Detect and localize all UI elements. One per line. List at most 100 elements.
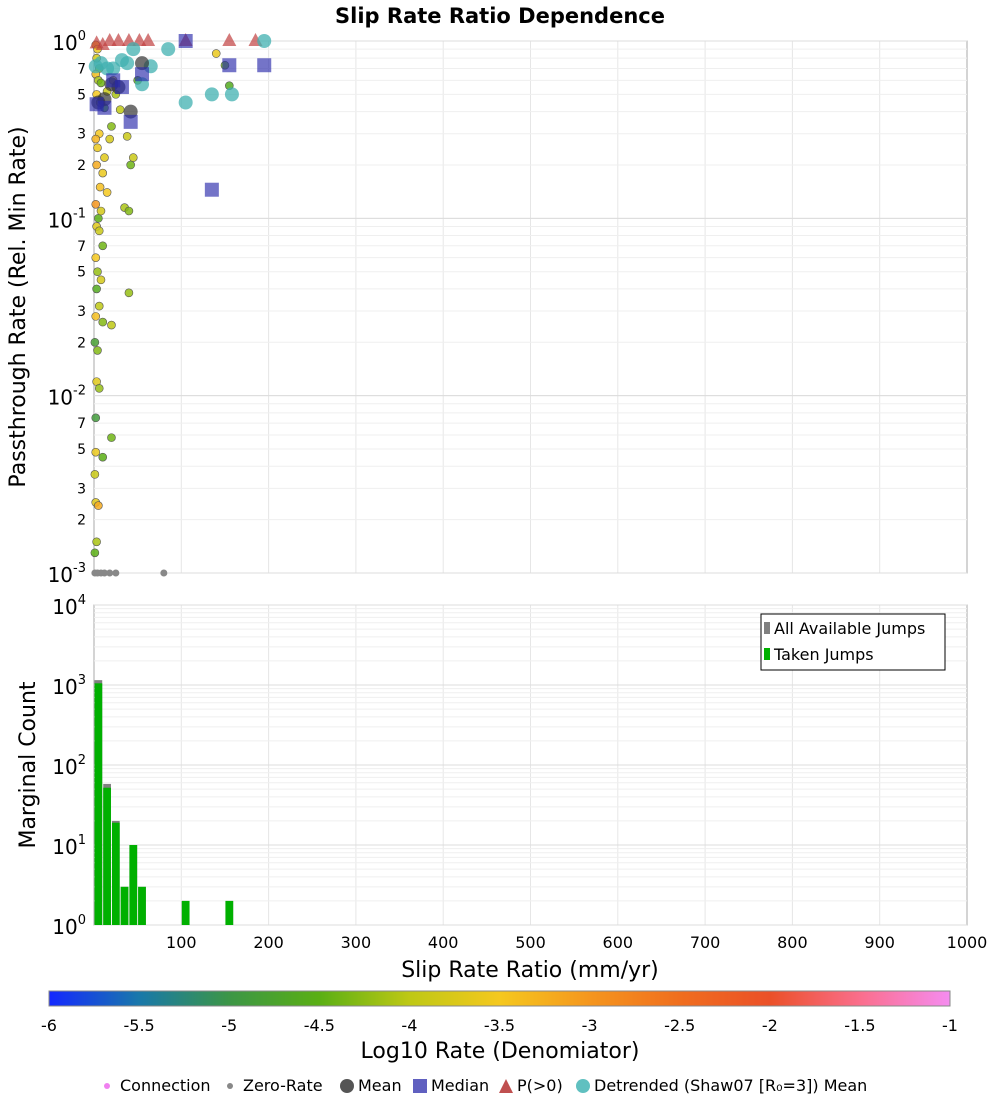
connection-point bbox=[90, 548, 100, 558]
median-marker bbox=[114, 80, 129, 95]
median-marker bbox=[135, 67, 150, 82]
y-tick-label: 5 bbox=[77, 87, 86, 103]
connection-point bbox=[102, 188, 112, 197]
x-axis-label: Slip Rate Ratio (mm/yr) bbox=[401, 958, 659, 983]
y-tick-label: 3 bbox=[77, 127, 86, 143]
connection-point bbox=[98, 241, 108, 251]
detrended-mean-marker bbox=[161, 42, 176, 57]
p-gt-0-legend-icon bbox=[499, 1079, 513, 1093]
hist-bar-taken-jumps bbox=[111, 822, 120, 925]
y-axis-label: Passthrough Rate (Rel. Min Rate) bbox=[6, 126, 31, 487]
colorbar-tick-label: -3.5 bbox=[484, 1016, 515, 1035]
median-marker bbox=[204, 182, 219, 197]
connection-point bbox=[93, 267, 102, 277]
y-tick-label: 2 bbox=[77, 513, 86, 529]
connection-point bbox=[91, 199, 101, 209]
p-gt-0-marker bbox=[111, 33, 126, 46]
detrended-mean-marker bbox=[120, 56, 135, 71]
connection-point bbox=[124, 206, 134, 216]
connection-point bbox=[92, 160, 101, 170]
connection-point bbox=[94, 501, 103, 510]
p-gt-0-marker bbox=[222, 33, 237, 46]
colorbar-tick-label: -4 bbox=[401, 1016, 417, 1035]
hist-bar-taken-jumps bbox=[129, 845, 138, 925]
connection-point bbox=[90, 470, 100, 479]
hist-y-tick-label: 100 bbox=[52, 913, 86, 939]
median-marker bbox=[97, 100, 112, 115]
connection-point bbox=[94, 214, 103, 223]
y-tick-label: 5 bbox=[77, 265, 86, 281]
detrended-mean-marker bbox=[257, 34, 272, 48]
zero-rate-point bbox=[112, 569, 120, 577]
median-marker bbox=[178, 34, 193, 48]
connection-point bbox=[211, 49, 221, 58]
connection-legend-icon bbox=[104, 1083, 110, 1089]
connection-point bbox=[98, 452, 108, 462]
hist-legend: All Available Jumps Taken Jumps bbox=[760, 613, 946, 671]
hist-bar-taken-jumps bbox=[103, 787, 111, 925]
hist-bar-taken-jumps bbox=[94, 683, 103, 925]
y-tick-label: 7 bbox=[77, 61, 86, 77]
x-tick-label: 1000 bbox=[947, 933, 988, 952]
connection-point bbox=[95, 182, 105, 192]
zero-rate-legend-icon bbox=[227, 1083, 233, 1089]
y-tick-label: 10-2 bbox=[48, 384, 86, 410]
connection-point bbox=[96, 78, 106, 88]
y-tick-label: 5 bbox=[77, 442, 86, 458]
connection-point bbox=[94, 226, 104, 236]
connection-point bbox=[96, 275, 106, 285]
colorbar-tick-label: -1.5 bbox=[844, 1016, 875, 1035]
detrended-mean-marker bbox=[178, 95, 193, 110]
median-marker bbox=[257, 58, 272, 73]
connection-point bbox=[126, 160, 135, 170]
colorbar-tick-label: -2 bbox=[762, 1016, 778, 1035]
legend-label: Mean bbox=[358, 1076, 402, 1095]
hist-y-tick-label: 102 bbox=[52, 753, 86, 779]
connection-point bbox=[96, 206, 106, 216]
x-tick-label: 300 bbox=[341, 933, 372, 952]
hist-bar-taken-jumps bbox=[138, 886, 146, 925]
hist-legend-box bbox=[760, 613, 946, 671]
colorbar-label: Log10 Rate (Denomiator) bbox=[361, 1039, 640, 1064]
detrended-mean-marker bbox=[224, 87, 239, 102]
y-tick-label: 2 bbox=[77, 158, 86, 174]
connection-point bbox=[94, 384, 104, 393]
legend-label: All Available Jumps bbox=[774, 619, 925, 638]
median-marker bbox=[222, 58, 237, 73]
legend-label: P(>0) bbox=[517, 1076, 563, 1095]
detrended-mean-marker bbox=[126, 42, 141, 57]
x-tick-label: 400 bbox=[428, 933, 459, 952]
connection-point bbox=[91, 447, 101, 457]
connection-point bbox=[94, 301, 104, 311]
x-tick-label: 100 bbox=[166, 933, 197, 952]
legend-swatch bbox=[764, 648, 770, 660]
connection-point bbox=[115, 105, 125, 114]
connection-point bbox=[91, 253, 101, 262]
connection-point bbox=[124, 288, 134, 298]
y-tick-label: 10-3 bbox=[48, 561, 86, 587]
colorbar bbox=[48, 990, 951, 1007]
connection-point bbox=[91, 413, 101, 423]
connection-point bbox=[98, 317, 108, 327]
colorbar-tick-label: -1 bbox=[942, 1016, 958, 1035]
y-tick-label: 10-1 bbox=[48, 206, 86, 232]
zero-rate-point bbox=[160, 569, 168, 577]
connection-point bbox=[91, 312, 101, 321]
colorbar-tick-label: -5 bbox=[221, 1016, 237, 1035]
connection-point bbox=[92, 284, 101, 294]
connection-point bbox=[107, 122, 116, 131]
connection-point bbox=[122, 132, 132, 141]
x-tick-label: 900 bbox=[864, 933, 895, 952]
chart-title: Slip Rate Ratio Dependence bbox=[335, 4, 665, 28]
connection-point bbox=[93, 143, 102, 153]
mean-legend-icon bbox=[340, 1079, 354, 1093]
y-tick-label: 2 bbox=[77, 335, 86, 351]
connection-point bbox=[98, 168, 108, 178]
legend: Connection Zero-Rate Mean Median P(>0) Detren… bbox=[104, 1076, 867, 1095]
connection-point bbox=[93, 346, 102, 355]
x-tick-label: 800 bbox=[777, 933, 808, 952]
legend-label: Detrended (Shaw07 [R₀=3]) Mean bbox=[594, 1076, 867, 1095]
y-tick-label: 3 bbox=[77, 481, 86, 497]
